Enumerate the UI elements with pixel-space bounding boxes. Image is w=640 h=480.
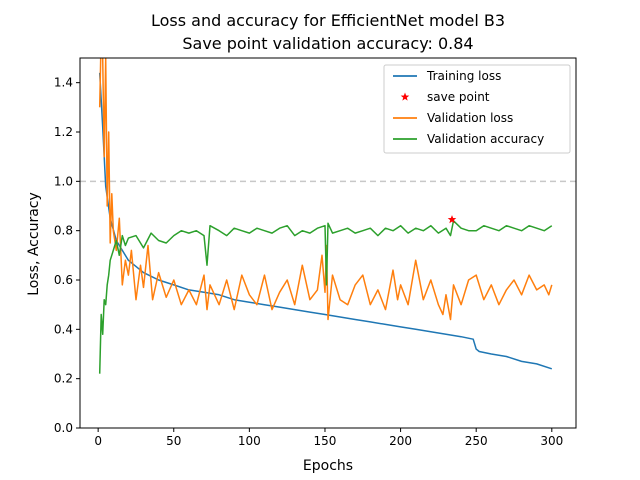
x-tick-label: 0 (94, 434, 102, 448)
y-tick-label: 0.2 (54, 372, 73, 386)
chart-title-line1: Loss and accuracy for EfficientNet model… (151, 11, 505, 30)
y-tick-label: 0.8 (54, 224, 73, 238)
marker-layer (447, 215, 457, 224)
x-tick-label: 50 (166, 434, 181, 448)
x-tick-label: 300 (540, 434, 563, 448)
y-tick-label: 0.0 (54, 421, 73, 435)
y-tick-label: 1.4 (54, 76, 73, 90)
y-tick-label: 0.4 (54, 322, 73, 336)
legend-label: Validation accuracy (427, 132, 544, 146)
legend-label: save point (427, 90, 490, 104)
y-tick-label: 1.2 (54, 125, 73, 139)
plot-area (79, 57, 577, 429)
legend-label: Validation loss (427, 111, 513, 125)
y-tick-label: 0.6 (54, 273, 73, 287)
y-axis-label: Loss, Accuracy (26, 192, 42, 296)
x-tick-label: 100 (238, 434, 261, 448)
save-point-marker (447, 215, 457, 224)
x-tick-label: 250 (465, 434, 488, 448)
x-axis-label: Epochs (303, 458, 353, 474)
chart-title-line2: Save point validation accuracy: 0.84 (182, 34, 473, 53)
series-layer (98, 58, 553, 374)
legend-label: Training loss (426, 69, 501, 83)
series-line-validation-accuracy (98, 220, 553, 374)
x-tick-label: 150 (314, 434, 337, 448)
legend: Training loss save point Validation loss Va… (383, 64, 571, 154)
axes-frame (79, 57, 577, 429)
legend-swatch-star (400, 92, 410, 101)
legend-box (383, 64, 571, 154)
y-axis-ticks: 0.0 0.2 0.4 0.6 0.8 1.0 1.2 1.4 (54, 76, 80, 435)
series-line-validation-loss (98, 58, 553, 321)
y-tick-label: 1.0 (54, 174, 73, 188)
x-axis-ticks: 0 50 100 150 200 250 300 (94, 428, 563, 448)
x-tick-label: 200 (389, 434, 412, 448)
